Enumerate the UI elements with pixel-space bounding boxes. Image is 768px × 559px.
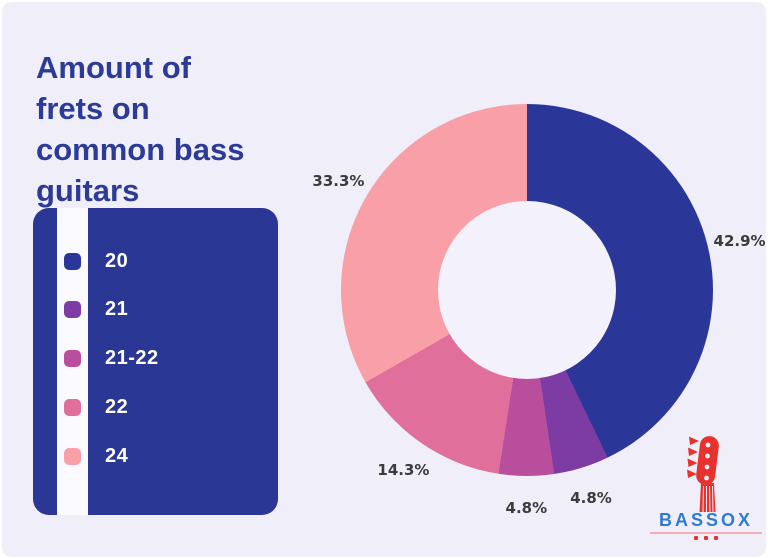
title-line: guitars [36,172,140,208]
donut-hole [438,201,616,379]
bass-guitar-headstock-icon [687,436,719,512]
legend-item: 21 [33,298,278,320]
slice-label-21-22: 4.8% [505,498,548,517]
legend-item-label: 21 [105,298,129,320]
brand-name: BASSOX [658,510,754,530]
page-title: Amount of frets on common bass guitars [36,47,316,211]
logo-dots [694,536,718,540]
title-line: common bass [36,131,245,167]
slice-label-24: 33.3% [312,171,365,190]
legend-item: 22 [33,396,278,418]
legend-swatch [64,301,81,318]
legend-swatch [64,350,81,367]
legend-item-label: 20 [105,250,129,272]
legend-swatch [64,448,81,465]
legend-item-label: 22 [105,396,129,418]
slice-label-21: 4.8% [570,489,612,508]
legend-swatch [64,399,81,416]
logo-underline [650,532,762,534]
slice-label-20: 42.9% [713,232,766,251]
title-line: Amount of [36,49,191,85]
legend-item-label: 21-22 [105,347,159,369]
legend-item: 21-22 [33,347,278,369]
legend-card: 20 21 21-22 22 24 [33,208,278,515]
slice-label-22: 14.3% [377,460,430,479]
legend-swatch [64,253,81,270]
legend-item-label: 24 [105,445,129,467]
legend-item: 24 [33,445,278,467]
title-line: frets on [36,90,150,126]
donut-chart [341,104,713,476]
legend-item: 20 [33,250,278,272]
bassox-logo: BASSOX [648,434,764,540]
